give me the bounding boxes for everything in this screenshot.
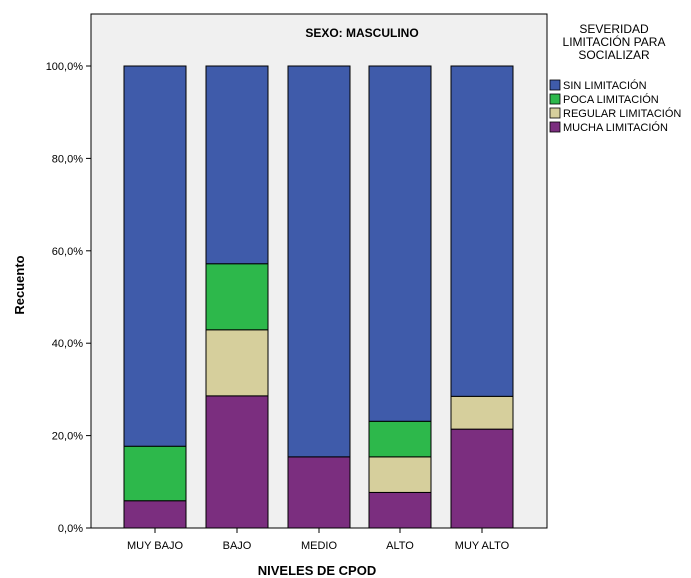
legend-label: REGULAR LIMITACIÓN bbox=[563, 107, 681, 120]
legend-label: POCA LIMITACIÓN bbox=[563, 93, 659, 106]
legend-swatch bbox=[549, 121, 561, 133]
legend-label: MUCHA LIMITACIÓN bbox=[563, 121, 668, 134]
y-tick-label: 0,0% bbox=[58, 523, 83, 535]
y-tick-label: 20,0% bbox=[52, 431, 83, 443]
bars-group bbox=[123, 65, 514, 529]
legend-title-line: SOCIALIZAR bbox=[578, 48, 650, 62]
bar-segment bbox=[450, 395, 514, 430]
bar-segment bbox=[123, 65, 187, 447]
bar-segment bbox=[368, 65, 432, 422]
y-tick-label: 40,0% bbox=[52, 338, 83, 350]
bar-segment bbox=[368, 491, 432, 529]
y-axis-title: Recuento bbox=[12, 255, 27, 314]
x-axis-title: NIVELES DE CPOD bbox=[258, 563, 376, 578]
bar-segment bbox=[205, 263, 269, 331]
legend-title-line: SEVERIDAD bbox=[579, 22, 649, 36]
x-tick-label: MUY BAJO bbox=[127, 540, 183, 552]
bar-segment bbox=[450, 428, 514, 529]
legend-label: SIN LIMITACIÓN bbox=[563, 79, 647, 92]
legend-swatch bbox=[549, 107, 561, 119]
bar-segment bbox=[368, 456, 432, 493]
bar-segment bbox=[450, 65, 514, 397]
bar-segment bbox=[205, 65, 269, 265]
bar-segment bbox=[205, 329, 269, 397]
bar-segment bbox=[287, 65, 351, 458]
bar-segment bbox=[123, 500, 187, 529]
bar-segment bbox=[368, 420, 432, 458]
y-tick-label: 80,0% bbox=[52, 153, 83, 165]
bar-segment bbox=[287, 456, 351, 529]
x-tick-label: MUY ALTO bbox=[455, 540, 510, 552]
legend-title-line: LIMITACIÓN PARA bbox=[563, 34, 666, 49]
x-axis: MUY BAJO BAJO MEDIO ALTO MUY ALTO bbox=[127, 528, 510, 552]
y-tick-label: 100,0% bbox=[46, 61, 84, 73]
x-tick-label: BAJO bbox=[223, 540, 252, 552]
legend-swatch bbox=[549, 79, 561, 91]
x-tick-label: MEDIO bbox=[301, 540, 338, 552]
y-tick-label: 60,0% bbox=[52, 246, 83, 258]
x-tick-label: ALTO bbox=[386, 540, 414, 552]
panel-title: SEXO: MASCULINO bbox=[305, 26, 418, 40]
bar-segment bbox=[123, 445, 187, 502]
legend-swatch bbox=[549, 93, 561, 105]
y-axis: 0,0% 20,0% 40,0% 60,0% 80,0% 100,0% bbox=[46, 61, 91, 535]
bar-segment bbox=[205, 395, 269, 529]
